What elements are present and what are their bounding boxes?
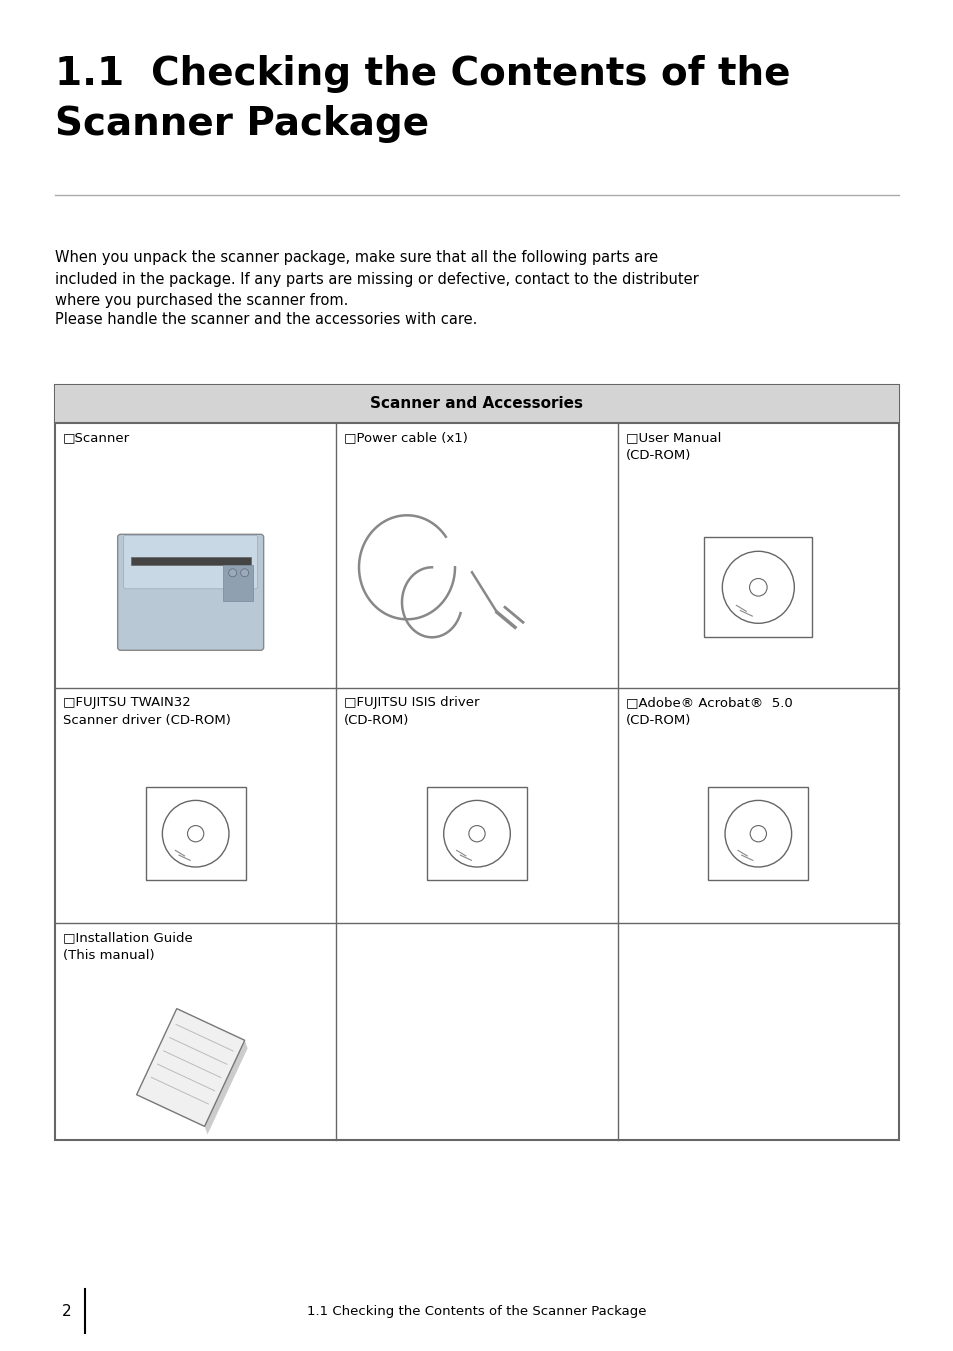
- Text: □Installation Guide
(This manual): □Installation Guide (This manual): [63, 931, 193, 962]
- Bar: [55, 385, 898, 1140]
- Text: □Scanner: □Scanner: [63, 431, 130, 444]
- Text: Please handle the scanner and the accessories with care.: Please handle the scanner and the access…: [55, 312, 476, 327]
- Bar: [131, 558, 251, 565]
- Circle shape: [749, 825, 765, 842]
- Circle shape: [188, 825, 204, 842]
- Bar: [703, 538, 812, 638]
- Bar: [55, 385, 898, 423]
- Circle shape: [443, 800, 510, 867]
- Bar: [708, 788, 807, 880]
- Text: □Adobe® Acrobat®  5.0
(CD-ROM): □Adobe® Acrobat® 5.0 (CD-ROM): [625, 696, 792, 727]
- Text: When you unpack the scanner package, make sure that all the following parts are
: When you unpack the scanner package, mak…: [55, 250, 698, 308]
- Text: Scanner Package: Scanner Package: [55, 105, 429, 143]
- Polygon shape: [136, 1009, 245, 1127]
- Text: □FUJITSU TWAIN32
Scanner driver (CD-ROM): □FUJITSU TWAIN32 Scanner driver (CD-ROM): [63, 696, 231, 727]
- Bar: [427, 788, 526, 880]
- Text: Scanner and Accessories: Scanner and Accessories: [370, 396, 583, 412]
- Circle shape: [724, 800, 791, 867]
- Text: □FUJITSU ISIS driver
(CD-ROM): □FUJITSU ISIS driver (CD-ROM): [344, 696, 479, 727]
- Text: □User Manual
(CD-ROM): □User Manual (CD-ROM): [625, 431, 720, 462]
- FancyBboxPatch shape: [124, 535, 257, 589]
- Circle shape: [721, 551, 794, 623]
- Bar: [146, 788, 245, 880]
- Polygon shape: [204, 1040, 248, 1135]
- Text: 1.1  Checking the Contents of the: 1.1 Checking the Contents of the: [55, 55, 790, 93]
- Circle shape: [229, 569, 236, 577]
- Circle shape: [240, 569, 249, 577]
- Circle shape: [162, 800, 229, 867]
- Circle shape: [749, 578, 766, 596]
- Text: 2: 2: [62, 1304, 71, 1319]
- FancyBboxPatch shape: [117, 534, 263, 650]
- Circle shape: [468, 825, 485, 842]
- Bar: [222, 565, 253, 601]
- Text: 1.1 Checking the Contents of the Scanner Package: 1.1 Checking the Contents of the Scanner…: [307, 1305, 646, 1317]
- Text: □Power cable (x1): □Power cable (x1): [344, 431, 468, 444]
